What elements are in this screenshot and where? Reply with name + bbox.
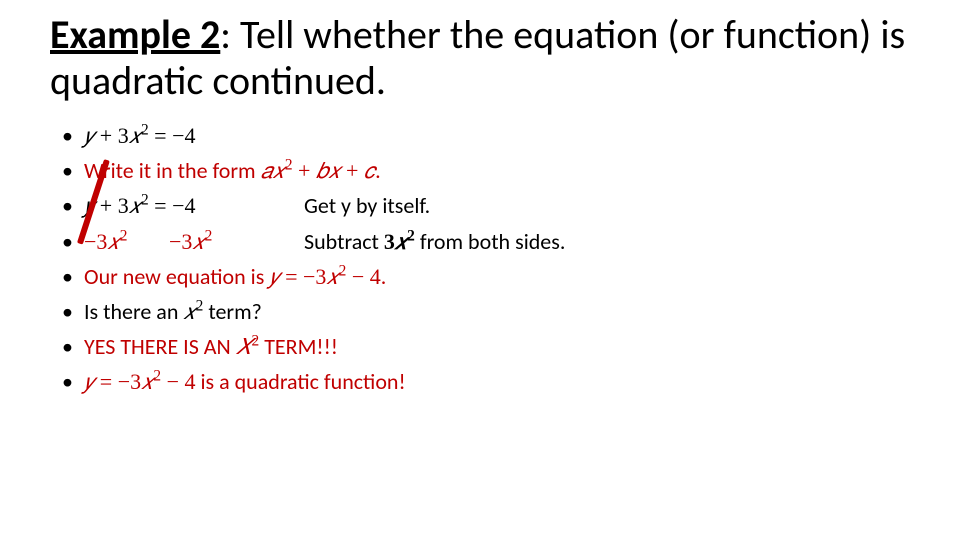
b6-pre: Is there an [84, 298, 183, 325]
b1-3: 3 [118, 123, 129, 148]
b1-sq: 2 [141, 122, 149, 139]
b4r-x: 𝑥 [192, 229, 204, 254]
b4-note-x: 𝑥 [395, 229, 407, 254]
b8-post: is a quadratic function! [196, 368, 406, 395]
b6-x: 𝑥 [183, 299, 195, 324]
bullet-1: 𝑦 + 3𝑥2 = −4 [50, 118, 910, 153]
b8-sq: 2 [153, 368, 161, 385]
bullet-8: 𝑦 = −3𝑥2 − 4 is a quadratic function! [50, 364, 910, 399]
b4l-x: 𝑥 [107, 229, 119, 254]
b3-note: Get y by itself. [304, 188, 430, 223]
bullet-2: Write it in the form 𝑎𝑥2 + 𝑏𝑥 + 𝑐. [50, 153, 910, 188]
b4r-minus: − [169, 229, 181, 254]
b3-sq: 2 [141, 192, 149, 209]
b7-x: 𝑋 [236, 334, 252, 359]
b2-c: 𝑐 [364, 158, 375, 183]
b4-note-pre: Subtract [304, 228, 384, 255]
b4-note-3: 3 [384, 229, 395, 254]
b2-x: 𝑥 [273, 158, 285, 183]
b5-minus: − [303, 264, 315, 289]
b8-3: 3 [130, 369, 141, 394]
bullet-5: Our new equation is 𝑦 = −3𝑥2 − 4. [50, 259, 910, 294]
b5-eq: = [280, 264, 303, 289]
b2-a: 𝑎 [261, 158, 273, 183]
b3-x: 𝑥 [129, 193, 141, 218]
slide: { "title": { "prefix": "Example 2", "res… [0, 0, 960, 540]
b4-note-sq: 2 [407, 227, 415, 244]
b1-rhs: −4 [172, 123, 195, 148]
b8-eq: = [94, 369, 117, 394]
b2-plus: + [293, 158, 316, 183]
b5-y: 𝑦 [269, 264, 279, 289]
b3-3: 3 [118, 193, 129, 218]
slide-title: Example 2: Tell whether the equation (or… [50, 12, 910, 104]
b1-plus: + [94, 123, 117, 148]
b3-eq: = [149, 193, 172, 218]
b5-4: 4 [370, 264, 381, 289]
b7-pre: YES THERE IS AN [84, 333, 236, 360]
b4r-sq: 2 [205, 227, 213, 244]
b8-x: 𝑥 [141, 369, 153, 394]
b5-pre: Our new equation is [84, 263, 269, 290]
b1-y: 𝑦 [84, 123, 94, 148]
b2-x2: 𝑥 [328, 158, 340, 183]
b1-x: 𝑥 [129, 123, 141, 148]
b6-post: term? [203, 298, 262, 325]
b4l-3: 3 [96, 229, 107, 254]
title-prefix: Example 2 [50, 10, 220, 59]
b8-minus: − [118, 369, 130, 394]
b5-minus2: − [346, 264, 369, 289]
b3-rhs: −4 [172, 193, 195, 218]
b8-y: 𝑦 [84, 369, 94, 394]
b4l-sq: 2 [120, 227, 128, 244]
b4r-3: 3 [181, 229, 192, 254]
b3-eq-wrap: 𝑦 + 3𝑥2 = −4 [84, 188, 196, 223]
b2-b: 𝑏 [316, 158, 328, 183]
bullet-7: YES THERE IS AN 𝑋2 TERM!!! [50, 329, 910, 364]
b7-post: TERM!!! [259, 333, 338, 360]
b4-note: Subtract 3𝑥2 from both sides. [304, 224, 565, 259]
bullet-6: Is there an 𝑥2 term? [50, 294, 910, 329]
b2-sq: 2 [285, 157, 293, 174]
b8-4: 4 [185, 369, 196, 394]
bullet-4: −3𝑥2 −3𝑥2 Subtract 3𝑥2 from both sides. [50, 224, 910, 259]
b8-minus2: − [161, 369, 184, 394]
b2-pre: Write it in the form [84, 157, 261, 184]
b5-x: 𝑥 [326, 264, 338, 289]
bullet-3: 𝑦 + 3𝑥2 = −4 Get y by itself. [50, 188, 910, 223]
bullet-list: 𝑦 + 3𝑥2 = −4 Write it in the form 𝑎𝑥2 + … [50, 118, 910, 400]
b2-dot: . [375, 157, 381, 184]
b5-3: 3 [315, 264, 326, 289]
b2-plus2: + [341, 158, 364, 183]
b4-note-post: from both sides. [415, 228, 566, 255]
b1-eq: = [149, 123, 172, 148]
b5-dot: . [381, 263, 387, 290]
